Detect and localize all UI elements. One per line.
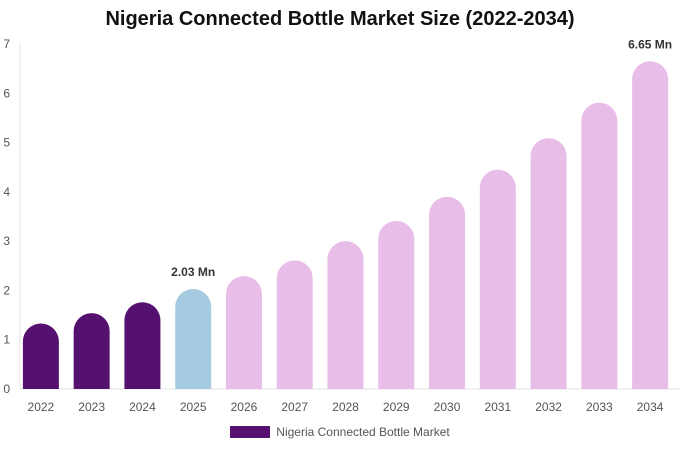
- bar-2034[interactable]: [632, 61, 669, 389]
- x-tick-label: 2024: [129, 400, 156, 414]
- data-label: 2.03 Mn: [171, 265, 215, 279]
- x-tick-label: 2033: [586, 400, 613, 414]
- data-labels-group: 2.03 Mn 6.65 Mn: [171, 37, 672, 279]
- x-tick-label: 2027: [281, 400, 308, 414]
- bar-2026[interactable]: [225, 276, 262, 389]
- bar-2032[interactable]: [530, 138, 567, 389]
- bar-2023[interactable]: [73, 313, 110, 389]
- data-label: 6.65 Mn: [628, 37, 672, 51]
- x-tick-label: 2023: [78, 400, 105, 414]
- y-tick-label: 5: [3, 136, 10, 150]
- x-tick-label: 2026: [231, 400, 258, 414]
- x-tick-label: 2032: [535, 400, 562, 414]
- x-tick-label: 2031: [484, 400, 511, 414]
- x-axis-ticks: 2022 2023 2024 2025 2026 2027 2028 2029 2030 2031…: [28, 400, 664, 414]
- bar-2024[interactable]: [124, 302, 161, 389]
- legend-swatch: [230, 426, 271, 438]
- x-tick-label: 2028: [332, 400, 359, 414]
- x-tick-label: 2030: [434, 400, 461, 414]
- bars-group: [22, 61, 669, 390]
- bar-2030[interactable]: [429, 196, 466, 389]
- bar-2031[interactable]: [479, 169, 516, 389]
- x-tick-label: 2022: [28, 400, 55, 414]
- y-tick-label: 0: [3, 382, 10, 396]
- bar-2025[interactable]: [175, 288, 212, 389]
- bar-2033[interactable]: [581, 102, 618, 390]
- bar-2029[interactable]: [378, 220, 415, 389]
- bar-2027[interactable]: [276, 260, 313, 389]
- chart-title: Nigeria Connected Bottle Market Size (20…: [105, 8, 575, 30]
- y-tick-label: 1: [3, 333, 10, 347]
- y-tick-label: 4: [3, 185, 10, 199]
- legend[interactable]: Nigeria Connected Bottle Market: [0, 425, 680, 439]
- y-tick-label: 6: [3, 86, 10, 100]
- x-tick-label: 2029: [383, 400, 410, 414]
- y-axis-ticks: 0 1 2 3 4 5 6 7: [3, 37, 10, 396]
- y-tick-label: 7: [3, 37, 10, 51]
- bar-2028[interactable]: [327, 241, 364, 389]
- bar-2022[interactable]: [22, 323, 59, 389]
- legend-label: Nigeria Connected Bottle Market: [276, 425, 450, 439]
- x-tick-label: 2025: [180, 400, 207, 414]
- y-tick-label: 2: [3, 283, 10, 297]
- y-tick-label: 3: [3, 234, 10, 248]
- x-tick-label: 2034: [637, 400, 664, 414]
